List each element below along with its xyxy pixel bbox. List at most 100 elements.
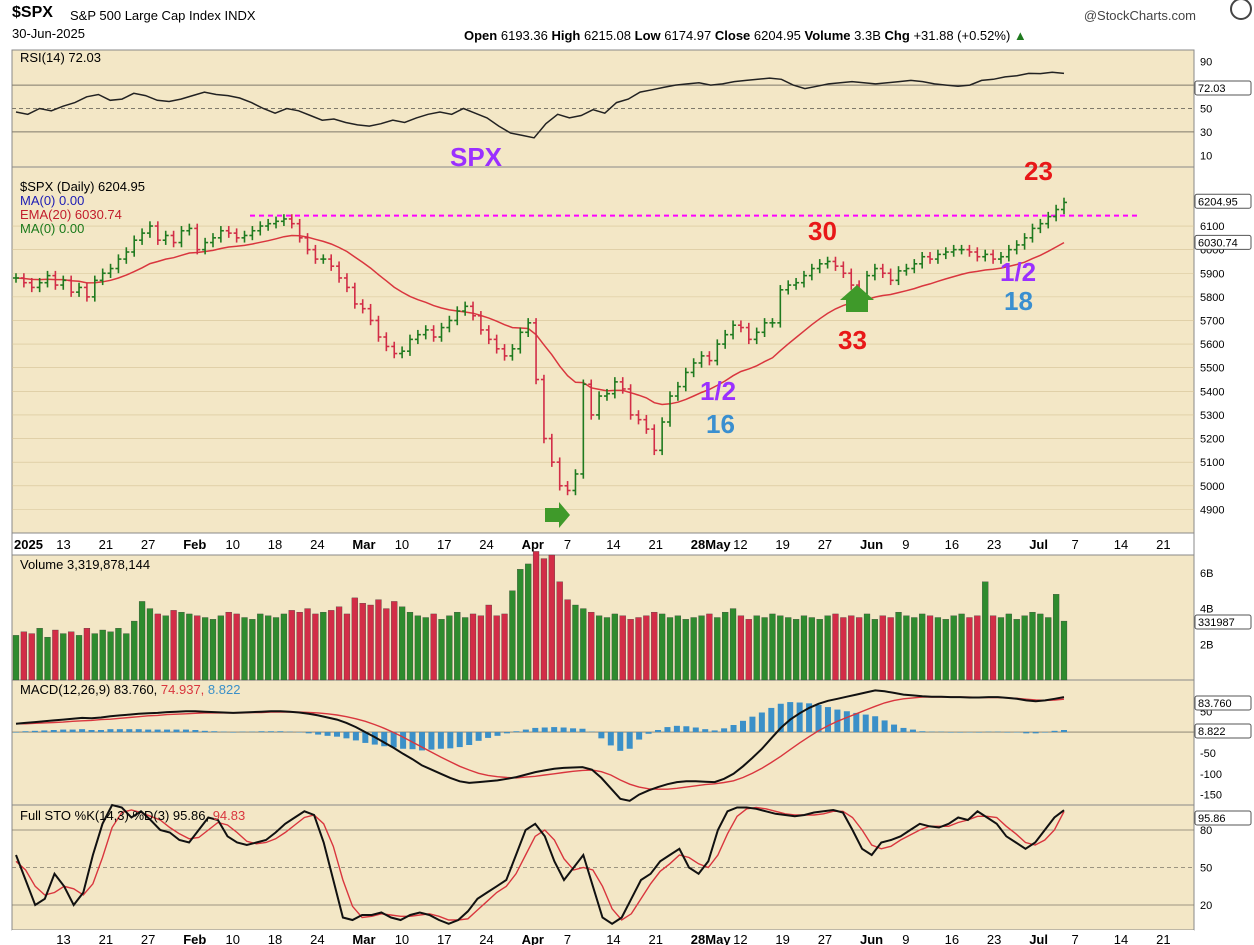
annotation-4: 16 xyxy=(706,409,735,439)
sto-d-value: 94.83 xyxy=(213,808,246,823)
macd-hist-bar xyxy=(673,725,680,733)
macd-hist-bar xyxy=(97,730,104,733)
volume-bar xyxy=(280,613,288,681)
macd-hist-bar xyxy=(683,726,690,733)
volume-bar xyxy=(217,615,224,681)
macd-hist-bar xyxy=(343,732,350,739)
volume-bar xyxy=(343,613,351,681)
volume-bar xyxy=(761,617,768,681)
macd-hist-bar xyxy=(636,732,643,740)
volume-tick: 2B xyxy=(1200,639,1213,651)
macd-hist-bar xyxy=(976,732,983,733)
sto-tick: 50 xyxy=(1200,863,1212,875)
date-label: 10 xyxy=(395,537,409,552)
volume-bar xyxy=(966,617,973,681)
macd-hist-bar xyxy=(173,729,180,733)
volume-bar xyxy=(209,619,217,681)
macd-hist-bar xyxy=(145,729,152,733)
volume-bar xyxy=(454,611,461,681)
bottom-date-label: 23 xyxy=(987,932,1001,945)
volume-bar xyxy=(131,620,138,681)
volume-bar xyxy=(1013,619,1020,681)
settings-icon[interactable] xyxy=(1230,0,1252,20)
volume-bar xyxy=(351,597,358,681)
macd-hist-value-label-box xyxy=(1194,723,1252,739)
volume-bar xyxy=(75,635,83,681)
macd-hist-bar xyxy=(107,729,114,733)
volume-bar xyxy=(469,613,477,681)
macd-hist-bar xyxy=(541,727,548,733)
macd-hist-bar xyxy=(164,729,171,733)
volume-bar xyxy=(997,617,1005,681)
rsi-tick: 10 xyxy=(1200,150,1212,162)
bottom-date-label: Jun xyxy=(860,932,883,945)
volume-bar xyxy=(895,611,902,681)
volume-bar xyxy=(1029,611,1036,681)
volume-bar xyxy=(619,615,626,681)
price-legend: $SPX (Daily) 6204.95 xyxy=(20,179,145,194)
date-label: 2025 xyxy=(14,537,43,552)
volume-bar xyxy=(792,619,800,681)
panel-macd xyxy=(11,679,1195,806)
ma2-legend: MA(0) 0.00 xyxy=(20,221,84,236)
volume-label: Volume xyxy=(804,28,851,43)
volume-bar xyxy=(635,617,642,681)
macd-line xyxy=(15,689,1065,802)
index-name: S&P 500 Large Cap Index INDX xyxy=(70,8,256,23)
volume-bar xyxy=(233,613,240,681)
macd-hist-bar xyxy=(409,732,416,750)
bottom-date-label: 21 xyxy=(1156,932,1170,945)
date-label: 12 xyxy=(733,537,747,552)
volume-bar xyxy=(588,611,595,681)
bottom-date-label: 16 xyxy=(945,932,959,945)
volume-bar xyxy=(241,617,248,681)
bottom-date-label: 7 xyxy=(564,932,571,945)
volume-bar xyxy=(540,558,548,681)
sto-tick: 20 xyxy=(1200,900,1212,912)
macd-tick: -50 xyxy=(1200,748,1216,760)
volume-bar xyxy=(698,615,705,681)
price-tick: 5900 xyxy=(1200,268,1224,280)
bottom-date-label: 9 xyxy=(902,932,909,945)
macd-hist-bar xyxy=(787,702,794,733)
price-tick: 5700 xyxy=(1200,315,1224,327)
volume-bar xyxy=(942,619,949,681)
date-label: 19 xyxy=(775,537,789,552)
date-label: 21 xyxy=(99,537,113,552)
volume-bar xyxy=(532,551,540,681)
bottom-date-label: 17 xyxy=(437,932,451,945)
macd-hist-bar xyxy=(796,702,803,733)
macd-hist-bar xyxy=(739,720,746,733)
macd-hist-bar xyxy=(768,707,775,733)
volume-bar xyxy=(477,615,485,681)
bottom-date-label: 21 xyxy=(649,932,663,945)
volume-bar xyxy=(871,619,878,681)
bottom-date-axis xyxy=(12,930,1194,945)
volume-bar xyxy=(919,613,926,681)
bottom-date-label: 10 xyxy=(226,932,240,945)
date-label: 13 xyxy=(56,537,70,552)
rsi-line xyxy=(15,71,1065,139)
low-label: Low xyxy=(634,28,661,43)
macd-tick: -100 xyxy=(1200,769,1222,781)
price-tick: 4900 xyxy=(1200,504,1224,516)
price-tick: 5300 xyxy=(1200,410,1224,422)
volume-bar xyxy=(493,615,500,681)
volume-bar xyxy=(1005,613,1012,681)
macd-legend: MACD(12,26,9) 83.760, 74.937, 8.822 xyxy=(20,682,240,697)
volume-bar xyxy=(989,615,997,681)
volume-bar xyxy=(304,608,311,681)
annotation-3: 1/2 xyxy=(700,376,736,406)
date-label: Jul xyxy=(1029,537,1048,552)
volume-bar xyxy=(225,611,232,681)
date-label: 24 xyxy=(479,537,493,552)
macd-hist-bar xyxy=(116,729,123,733)
volume-bar xyxy=(722,611,729,681)
macd-hist-bar xyxy=(13,732,19,733)
macd-hist-bar xyxy=(230,732,237,733)
macd-hist-bar xyxy=(806,703,813,733)
chg-value: +31.88 (+0.52%) xyxy=(913,28,1011,43)
macd-hist-bar xyxy=(50,730,57,733)
macd-hist-bar xyxy=(664,727,671,733)
macd-hist-bar xyxy=(135,729,142,733)
